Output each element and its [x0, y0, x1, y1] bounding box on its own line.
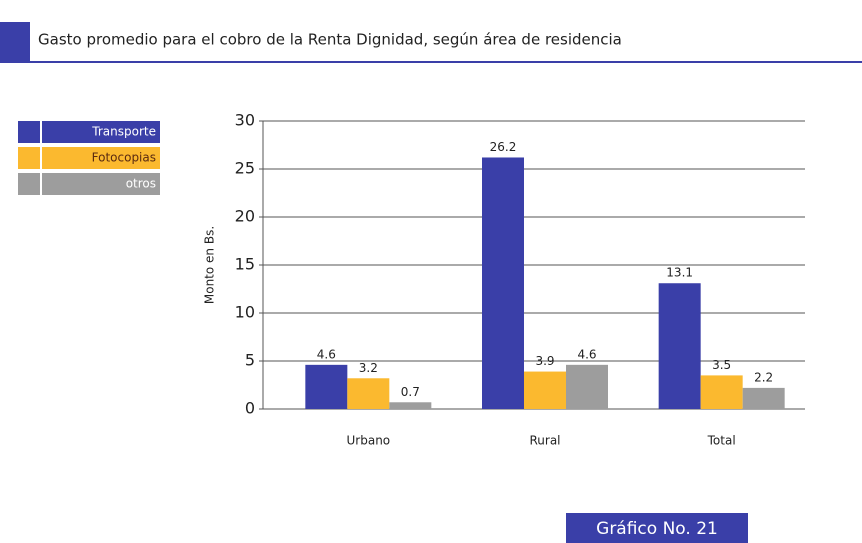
x-tick-label: Rural — [529, 434, 560, 448]
legend-bar — [42, 147, 160, 169]
value-label: 3.5 — [712, 358, 731, 372]
legend-swatch — [18, 121, 40, 143]
bar — [742, 387, 785, 409]
legend-label: Transporte — [91, 125, 156, 139]
legend-swatch — [18, 173, 40, 195]
y-tick-label: 10 — [235, 303, 255, 322]
footer-label: Gráfico No. 21 — [596, 519, 718, 539]
title-marker — [0, 22, 30, 62]
y-tick-label: 20 — [235, 207, 255, 226]
x-tick-label: Total — [707, 434, 736, 448]
bar — [389, 402, 432, 409]
bar — [347, 378, 390, 409]
bar — [566, 364, 608, 409]
value-label: 2.2 — [754, 370, 773, 384]
footer-box — [566, 513, 748, 543]
y-tick-label: 15 — [235, 255, 255, 274]
legend-bar — [42, 121, 160, 143]
value-label: 4.6 — [317, 347, 336, 361]
chart-title: Gasto promedio para el cobro de la Renta… — [38, 31, 622, 49]
bar — [524, 371, 566, 409]
bar — [700, 375, 743, 409]
y-tick-label: 30 — [235, 111, 255, 130]
legend-bar — [42, 173, 160, 195]
bar — [658, 283, 701, 409]
bar — [305, 364, 348, 409]
y-axis-label: Monto en Bs. — [203, 226, 217, 304]
value-label: 4.6 — [577, 347, 596, 361]
bar — [482, 157, 524, 409]
value-label: 13.1 — [666, 266, 693, 280]
y-tick-label: 0 — [245, 399, 255, 418]
value-label: 3.9 — [535, 354, 554, 368]
value-label: 0.7 — [401, 385, 420, 399]
legend-swatch — [18, 147, 40, 169]
x-tick-label: Urbano — [347, 434, 391, 448]
y-tick-label: 25 — [235, 159, 255, 178]
value-label: 3.2 — [359, 361, 378, 375]
y-tick-label: 5 — [245, 351, 255, 370]
legend-label: otros — [126, 177, 156, 191]
legend-label: Fotocopias — [92, 151, 156, 165]
value-label: 26.2 — [490, 140, 517, 154]
